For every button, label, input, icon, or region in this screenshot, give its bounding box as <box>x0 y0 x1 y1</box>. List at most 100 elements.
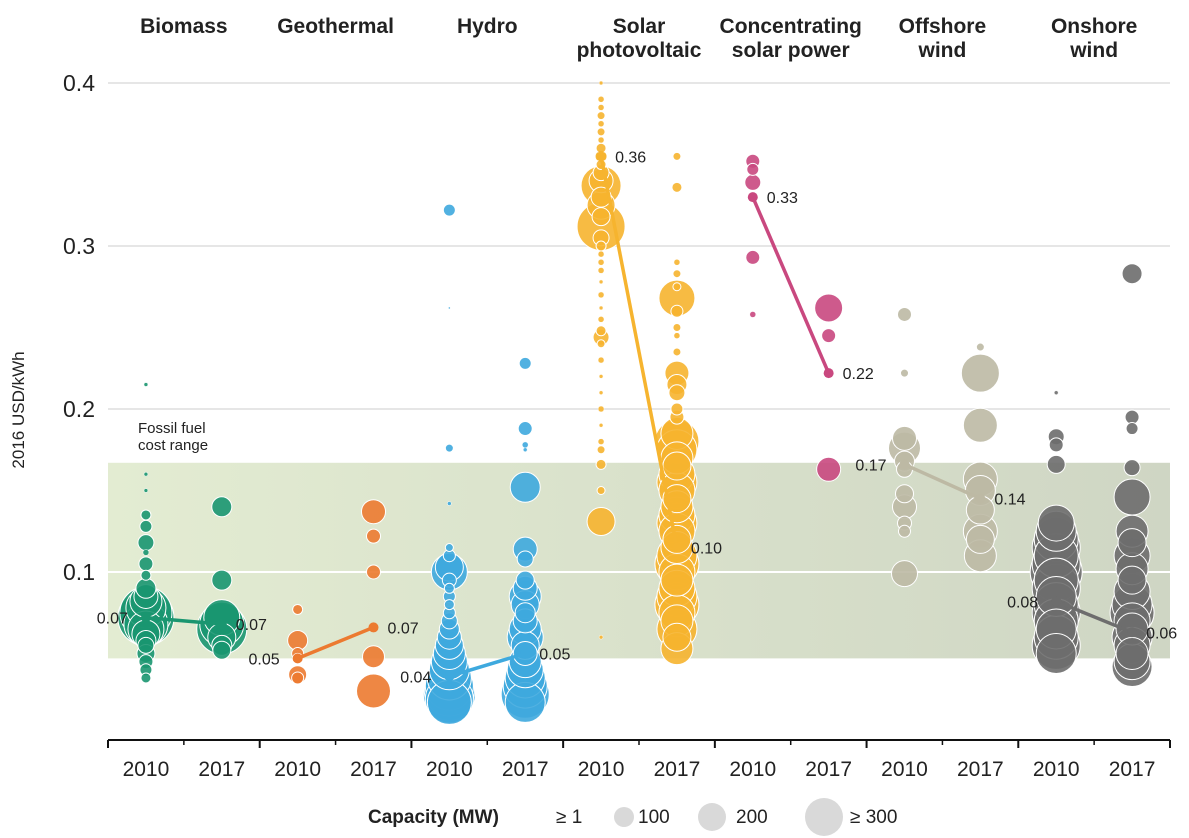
project-point <box>673 332 681 339</box>
project-point <box>597 267 605 274</box>
project-point <box>1123 459 1141 477</box>
legend: Capacity (MW) ≥ 1 100 200 ≥ 300 <box>368 798 897 836</box>
legend-swatch <box>698 803 726 831</box>
project-point <box>596 339 606 349</box>
project-point <box>1124 409 1140 425</box>
project-point <box>143 471 149 477</box>
project-point <box>361 499 386 525</box>
x-tick-label: 2010 <box>123 758 170 781</box>
project-point <box>366 528 381 544</box>
project-point <box>137 534 155 552</box>
project-point <box>965 524 995 554</box>
average-point-2010 <box>140 612 151 623</box>
average-point-2017 <box>216 619 227 630</box>
project-point <box>143 382 149 387</box>
project-point <box>598 374 604 379</box>
project-point <box>670 304 684 318</box>
project-point <box>598 634 604 640</box>
project-point <box>366 564 381 580</box>
project-point <box>673 259 681 266</box>
series-biomass <box>117 382 248 684</box>
average-point-2010 <box>899 459 910 470</box>
project-point <box>1035 633 1077 674</box>
legend-swatch <box>614 807 634 827</box>
x-tick-label: 2010 <box>426 758 473 781</box>
technology-label: Offshore <box>899 15 987 38</box>
project-point <box>137 636 155 654</box>
project-point <box>596 127 606 137</box>
project-point <box>660 563 694 597</box>
average-point-2010 <box>292 653 303 664</box>
legend-swatch <box>805 798 843 836</box>
project-point <box>140 509 152 521</box>
average-label-2017: 0.05 <box>539 647 570 664</box>
project-point <box>662 622 692 652</box>
project-point <box>668 384 686 402</box>
technology-label: wind <box>1069 39 1118 62</box>
project-point <box>1117 528 1147 558</box>
fossil-band-label: cost range <box>138 437 208 454</box>
project-point <box>672 347 682 357</box>
project-point <box>898 524 911 538</box>
average-label-2010: 0.17 <box>855 457 886 474</box>
average-point-2010 <box>596 151 607 162</box>
project-point <box>135 577 157 599</box>
x-tick-label: 2010 <box>274 758 321 781</box>
project-point <box>1048 437 1064 453</box>
average-point-2017 <box>520 648 531 659</box>
project-point <box>596 486 606 495</box>
average-label-2017: 0.10 <box>691 541 722 558</box>
project-point <box>292 603 304 615</box>
x-tick-label: 2017 <box>502 758 549 781</box>
average-trend-line <box>296 625 375 661</box>
project-point <box>975 342 985 352</box>
technology-label: wind <box>918 39 967 62</box>
project-point <box>597 259 605 266</box>
project-point <box>356 673 391 709</box>
series-solar-photovoltaic <box>576 80 700 666</box>
project-point <box>598 390 604 395</box>
project-point <box>960 353 1000 393</box>
axes: 0.1 0.2 0.3 0.4 2016 USD/kWh 2010 2017 2010 2017… <box>9 70 1171 781</box>
project-point <box>590 186 612 208</box>
average-point-2017 <box>671 542 682 553</box>
average-point-2010 <box>444 671 455 682</box>
average-label-2010: 0.07 <box>97 611 128 628</box>
project-point <box>212 640 232 660</box>
project-point <box>897 306 912 322</box>
project-point <box>900 368 909 378</box>
project-point <box>1046 454 1066 474</box>
y-axis-label: 2016 USD/kWh <box>9 351 28 468</box>
average-point-2010 <box>747 192 758 203</box>
project-point <box>598 80 604 86</box>
average-label-2017: 0.07 <box>236 617 267 634</box>
y-tick-label: 0.4 <box>63 70 95 96</box>
average-trend-line <box>1055 599 1133 634</box>
project-point <box>143 488 149 493</box>
project-point <box>139 519 153 533</box>
project-point <box>814 293 844 323</box>
project-point <box>597 250 605 258</box>
project-point <box>140 569 152 581</box>
project-point <box>745 249 761 265</box>
project-point <box>597 291 605 299</box>
average-label-2017: 0.06 <box>1146 625 1177 642</box>
project-point <box>670 402 684 416</box>
series-layer <box>117 80 1155 725</box>
project-point <box>892 425 917 451</box>
project-point <box>517 421 533 437</box>
project-point <box>595 240 607 252</box>
project-point <box>1125 422 1139 436</box>
average-trend-line <box>903 462 982 501</box>
average-point-2017 <box>823 368 834 379</box>
gridlines <box>108 82 1170 573</box>
project-point <box>142 549 150 556</box>
y-tick-label: 0.2 <box>63 396 95 422</box>
x-tick-label: 2017 <box>957 758 1004 781</box>
x-tick-label: 2017 <box>1109 758 1156 781</box>
series-geothermal <box>287 499 391 709</box>
x-tick-label: 2017 <box>805 758 852 781</box>
project-point <box>211 569 233 591</box>
